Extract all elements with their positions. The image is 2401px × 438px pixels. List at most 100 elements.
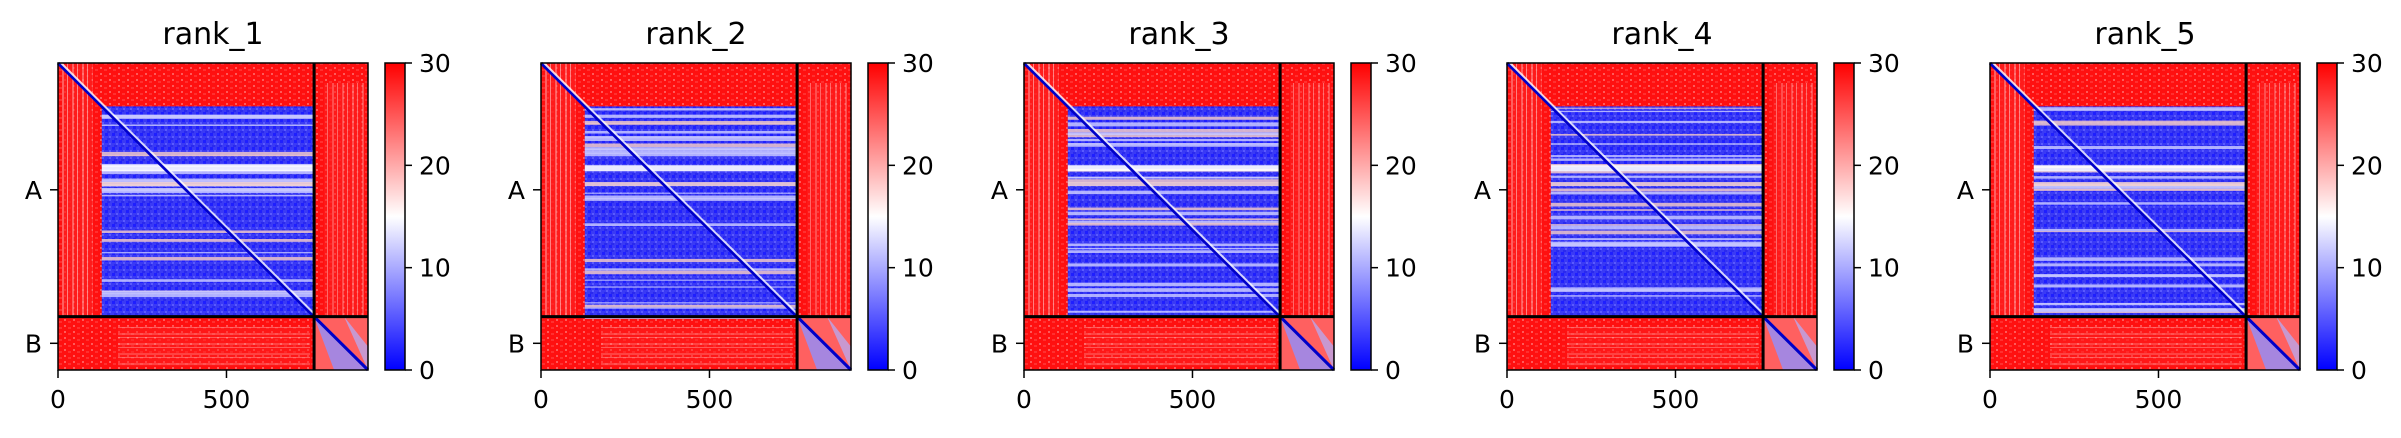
- pae-streak: [1067, 247, 1281, 250]
- pae-streak: [1067, 179, 1281, 183]
- chain-label: A: [1474, 176, 1491, 205]
- pae-streak: [584, 143, 798, 148]
- pae-band: [1550, 165, 1764, 172]
- pae-streak: [101, 151, 315, 156]
- pae-diagonal: [1022, 61, 1282, 318]
- pae-streak: [584, 270, 798, 275]
- panel-title: rank_3: [1128, 17, 1229, 52]
- colorbar-frame: [2316, 62, 2338, 371]
- pae-interchain-right: [807, 83, 847, 317]
- xtick-label: 0: [1016, 385, 1032, 414]
- pae-streak: [2033, 189, 2247, 191]
- pae-streak: [1067, 116, 1281, 120]
- pae-band: [101, 165, 315, 172]
- colorbar-tick-label: 10: [1385, 254, 1417, 283]
- colorbar: [385, 63, 405, 370]
- pae-streak: [1550, 175, 1764, 178]
- pae-streak: [2033, 202, 2247, 205]
- pae-streak: [1550, 170, 1764, 174]
- pae-strip-left: [545, 63, 576, 317]
- pae-streak: [1067, 218, 1281, 221]
- colorbar-tick-label: 10: [419, 254, 451, 283]
- pae-streak: [584, 150, 798, 154]
- pae-streak: [2033, 257, 2247, 261]
- pae-streak: [1550, 224, 1764, 226]
- pae-streak: [1550, 230, 1764, 235]
- pae-interchain-bottom: [601, 326, 794, 366]
- pae-streak: [584, 195, 798, 199]
- colorbar-tick-label: 20: [1868, 151, 1900, 180]
- pae-streak: [2033, 274, 2247, 278]
- pae-streak: [1067, 132, 1281, 136]
- plot-frame: [1989, 62, 2301, 371]
- pae-streak: [101, 252, 315, 254]
- pae-streak: [584, 192, 798, 194]
- xtick-label: 500: [2135, 385, 2183, 414]
- pae-streak: [101, 230, 315, 233]
- pae-streak: [1550, 245, 1764, 247]
- colorbar-tick-label: 20: [902, 151, 934, 180]
- pae-diagonal: [313, 315, 370, 372]
- pae-chainB-lowerr: [344, 316, 368, 370]
- pae-streak: [1550, 143, 1764, 145]
- colorbar-tick-label: 0: [2351, 356, 2367, 385]
- plot-frame: [1023, 62, 1335, 371]
- pae-streak: [1550, 110, 1764, 113]
- pae-diagonal: [2245, 315, 2302, 372]
- panel-title: rank_2: [645, 17, 746, 52]
- colorbar-tick-label: 30: [419, 49, 451, 78]
- pae-streak: [584, 131, 798, 134]
- pae-streak: [584, 147, 798, 150]
- pae-streak: [101, 171, 315, 175]
- xtick-label: 500: [1169, 385, 1217, 414]
- pae-streak: [1067, 133, 1281, 138]
- panel-title: rank_4: [1611, 17, 1712, 52]
- colorbar: [1834, 63, 1854, 370]
- pae-streak: [2033, 146, 2247, 150]
- pae-streak: [1067, 122, 1281, 127]
- pae-streak: [1067, 220, 1281, 224]
- pae-streak: [2033, 186, 2247, 189]
- colorbar: [1351, 63, 1371, 370]
- pae-streak: [2033, 308, 2247, 312]
- xtick-label: 0: [533, 385, 549, 414]
- pae-streak: [584, 108, 798, 111]
- pae-streak: [1067, 243, 1281, 247]
- pae-interchain-right: [2256, 83, 2296, 317]
- pae-strip-left: [1028, 63, 1059, 317]
- pae-streak: [584, 152, 798, 157]
- pae-diagonal-halo: [1026, 62, 1281, 315]
- colorbar-frame: [384, 62, 406, 371]
- pae-streak: [584, 286, 798, 288]
- pae-interchain-bottom: [2050, 326, 2243, 366]
- chain-label: A: [508, 176, 525, 205]
- pae-streak: [584, 197, 798, 201]
- plot-frame: [540, 62, 852, 371]
- chain-label: B: [1957, 329, 1974, 358]
- colorbar-frame: [867, 62, 889, 371]
- pae-streak: [1067, 282, 1281, 287]
- pae-diagonal-halo: [60, 62, 315, 315]
- chain-label: B: [508, 329, 525, 358]
- pae-streak: [1550, 155, 1764, 157]
- pae-streak: [584, 223, 798, 227]
- pae-streak: [2033, 120, 2247, 124]
- pae-streak: [1067, 190, 1281, 195]
- xtick-label: 500: [1652, 385, 1700, 414]
- pae-streak: [1067, 176, 1281, 179]
- pae-streak: [1550, 188, 1764, 192]
- pae-streak: [101, 124, 315, 126]
- pae-streak: [2033, 311, 2247, 314]
- pae-streak: [1067, 293, 1281, 297]
- pae-streak: [101, 188, 315, 190]
- pae-diagonal-halo: [1992, 62, 2247, 315]
- pae-streak: [1550, 202, 1764, 207]
- chain-label: A: [1957, 176, 1974, 205]
- pae-streak: [584, 304, 798, 308]
- pae-streak: [1550, 243, 1764, 247]
- pae-interchain-bottom: [1567, 326, 1760, 366]
